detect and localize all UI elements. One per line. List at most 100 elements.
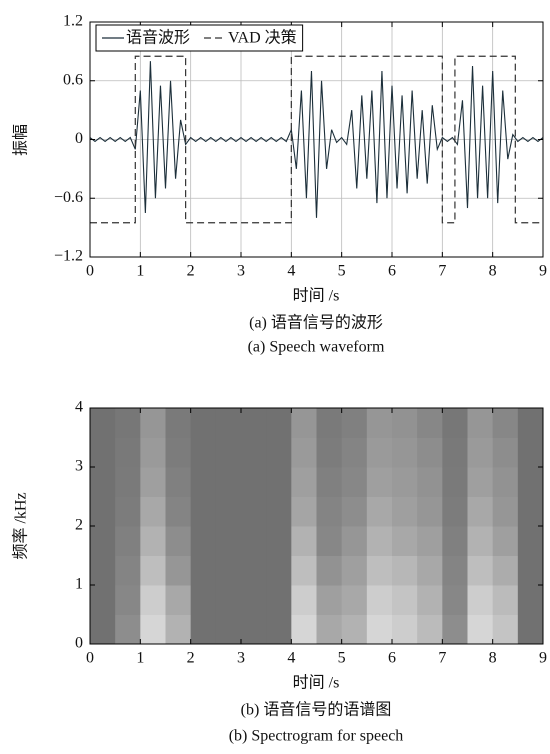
heatmap-cell — [366, 555, 393, 586]
heatmap-cell — [517, 467, 544, 497]
heatmap-cell — [517, 437, 544, 468]
heatmap-cell — [266, 437, 292, 468]
heatmap-cell — [366, 526, 393, 556]
x-tick-label: 1 — [136, 650, 144, 667]
heatmap-cell — [392, 526, 418, 556]
x-tick-label: 2 — [187, 263, 195, 280]
heatmap-cell — [366, 496, 393, 527]
heatmap-cell — [115, 526, 141, 556]
heatmap-cell — [115, 496, 141, 527]
heatmap-cell — [115, 614, 141, 645]
x-tick-label: 5 — [338, 263, 346, 280]
heatmap-cell — [467, 526, 494, 556]
y-tick-label: −1.2 — [54, 248, 83, 265]
heatmap-cell — [241, 526, 267, 556]
y-tick-label: 4 — [75, 399, 83, 416]
heatmap-cell — [392, 614, 418, 645]
caption-en: (b) Spectrogram for speech — [229, 728, 404, 745]
heatmap-cell — [115, 437, 141, 468]
y-tick-label: 0 — [75, 130, 83, 147]
caption-en: (a) Speech waveform — [248, 339, 385, 356]
heatmap-cell — [492, 408, 519, 438]
heatmap-cell — [517, 614, 544, 645]
heatmap-cell — [90, 585, 116, 615]
x-tick-label: 5 — [338, 650, 346, 667]
heatmap-cell — [366, 467, 393, 497]
heatmap-cell — [165, 526, 192, 556]
heatmap-cell — [115, 467, 141, 497]
heatmap-cell — [467, 408, 494, 438]
x-tick-label: 8 — [489, 650, 497, 667]
heatmap-cell — [291, 408, 317, 438]
heatmap-cell — [140, 437, 166, 468]
heatmap-cell — [392, 585, 418, 615]
heatmap-cell — [266, 555, 292, 586]
heatmap-cell — [316, 408, 343, 438]
heatmap-cell — [90, 467, 116, 497]
heatmap-cell — [115, 555, 141, 586]
heatmap-cell — [140, 555, 166, 586]
heatmap-cell — [316, 526, 343, 556]
heatmap-cell — [266, 496, 292, 527]
heatmap-cell — [215, 614, 242, 645]
heatmap-cell — [241, 437, 267, 468]
y-axis-label: 频率 /kHz — [12, 492, 30, 559]
legend-label: VAD 决策 — [228, 29, 297, 47]
heatmap-cell — [467, 585, 494, 615]
legend-box — [95, 24, 304, 52]
heatmap-cell — [291, 496, 317, 527]
heatmap-cell — [467, 437, 494, 468]
y-tick-label: 0.6 — [63, 71, 83, 88]
heatmap-cell — [316, 467, 343, 497]
y-tick-label: 2 — [75, 517, 83, 534]
heatmap-cell — [165, 496, 192, 527]
heatmap-cell — [517, 585, 544, 615]
heatmap-cell — [517, 555, 544, 586]
heatmap-cell — [442, 614, 468, 645]
heatmap-cell — [442, 555, 468, 586]
heatmap-cell — [492, 614, 519, 645]
heatmap-cell — [241, 467, 267, 497]
legend-label: 语音波形 — [126, 29, 190, 47]
heatmap-cell — [341, 408, 368, 438]
heatmap-cell — [392, 555, 418, 586]
heatmap-cell — [392, 408, 418, 438]
heatmap-cell — [190, 496, 217, 527]
x-tick-label: 8 — [489, 263, 497, 280]
heatmap-cell — [366, 585, 393, 615]
heatmap-cell — [190, 408, 217, 438]
heatmap-cell — [115, 585, 141, 615]
heatmap-cell — [140, 526, 166, 556]
caption: (b) 语音信号的语谱图 — [241, 701, 392, 719]
heatmap-cell — [517, 496, 544, 527]
x-tick-label: 1 — [136, 263, 144, 280]
heatmap-cell — [442, 496, 468, 527]
heatmap-cell — [291, 437, 317, 468]
heatmap-cell — [492, 526, 519, 556]
x-tick-label: 4 — [287, 263, 295, 280]
heatmap-cell — [90, 408, 116, 438]
x-tick-label: 0 — [86, 263, 94, 280]
x-tick-label: 7 — [438, 263, 446, 280]
heatmap-cell — [467, 496, 494, 527]
heatmap-cell — [492, 585, 519, 615]
heatmap-cell — [517, 408, 544, 438]
x-axis-label: 时间 /s — [293, 287, 340, 305]
heatmap-cell — [341, 467, 368, 497]
heatmap-cell — [442, 467, 468, 497]
y-tick-label: 0 — [75, 635, 83, 652]
caption: (a) 语音信号的波形 — [249, 314, 383, 332]
x-tick-label: 6 — [388, 650, 396, 667]
heatmap-cell — [190, 585, 217, 615]
heatmap-cell — [467, 555, 494, 586]
heatmap-cell — [366, 408, 393, 438]
y-tick-label: 3 — [75, 458, 83, 475]
x-tick-label: 9 — [539, 650, 547, 667]
heatmap-cell — [341, 526, 368, 556]
heatmap-cell — [241, 614, 267, 645]
heatmap-cell — [467, 467, 494, 497]
heatmap-cell — [90, 437, 116, 468]
heatmap-cell — [190, 555, 217, 586]
x-tick-label: 7 — [438, 650, 446, 667]
heatmap-cell — [140, 614, 166, 645]
